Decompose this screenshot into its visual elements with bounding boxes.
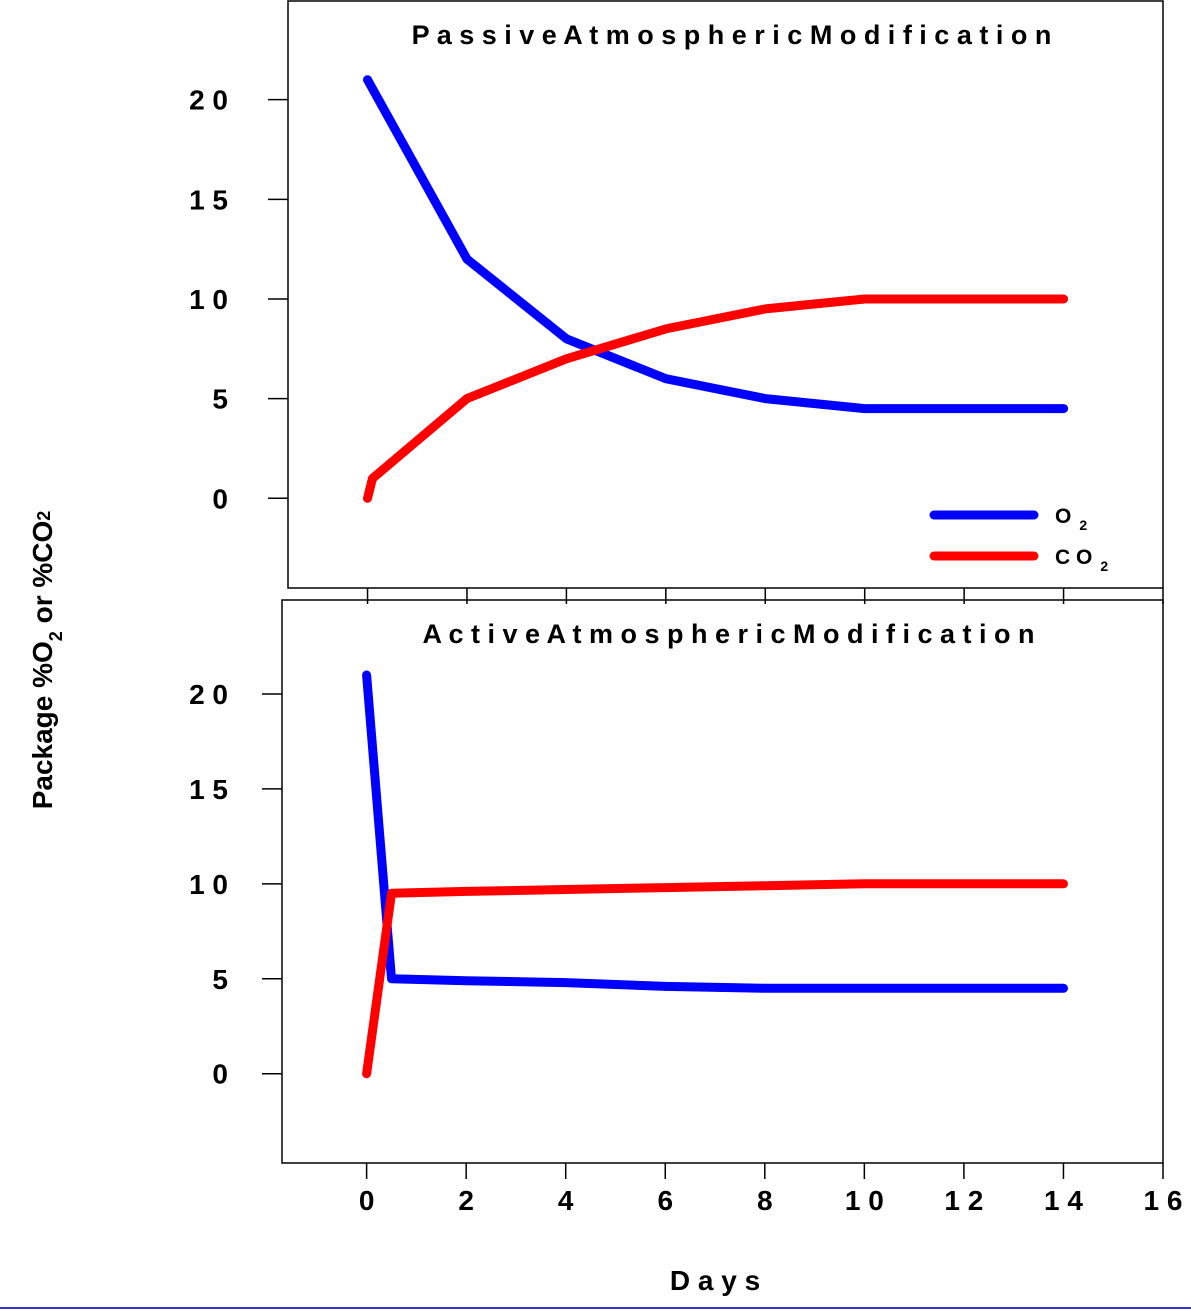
y-tick-label: 2 0 <box>189 679 228 710</box>
series-line-co2 <box>363 294 1069 503</box>
y-tick-label: 1 0 <box>189 869 228 900</box>
y-axis-label-mid: or %CO <box>27 521 58 631</box>
legend-label-base: O <box>1055 505 1071 528</box>
legend-label-sub: 2 <box>1079 517 1087 533</box>
y-tick-label: 0 <box>212 483 228 514</box>
legend-label: C O 2 <box>1055 546 1108 574</box>
y-axis-label: Package %O2 or %CO2 <box>27 511 66 810</box>
chart-title: P a s s i v e A t m o s p h e r i c M o … <box>412 20 1052 50</box>
y-tick-label: 1 5 <box>189 184 228 215</box>
y-tick-label: 1 5 <box>189 774 228 805</box>
series-line-o2 <box>362 670 1068 993</box>
panel-active: A c t i v e A t m o s p h e r i c M o d … <box>189 599 1183 1216</box>
x-tick-label: 1 4 <box>1044 1185 1083 1216</box>
x-tick-label: 1 0 <box>845 1185 884 1216</box>
plot-frame <box>281 599 1164 1164</box>
y-tick-label: 0 <box>212 1059 228 1090</box>
legend-label-sub: 2 <box>1100 558 1108 574</box>
x-axis-label: D a y s <box>670 1265 760 1296</box>
chart-title: A c t i v e A t m o s p h e r i c M o d … <box>422 619 1034 649</box>
y-tick-label: 1 0 <box>189 284 228 315</box>
y-axis-label-sub2: 2 <box>34 511 54 521</box>
legend-label-base: C O <box>1055 546 1092 569</box>
series-line-o2 <box>363 75 1069 414</box>
y-tick-label: 2 0 <box>189 85 228 116</box>
plot-frame <box>287 0 1164 589</box>
y-axis-label-sub1: 2 <box>46 631 66 641</box>
panel-passive: P a s s i v e A t m o s p h e r i c M o … <box>189 0 1164 604</box>
series-line-co2 <box>362 879 1068 1079</box>
x-tick-label: 8 <box>757 1185 773 1216</box>
x-tick-label: 4 <box>558 1185 574 1216</box>
x-tick-label: 2 <box>458 1185 474 1216</box>
y-tick-label: 5 <box>212 384 228 415</box>
y-axis-label-main: Package %O <box>27 641 58 809</box>
x-tick-label: 1 6 <box>1144 1185 1183 1216</box>
x-tick-label: 0 <box>359 1185 375 1216</box>
x-tick-label: 6 <box>657 1185 673 1216</box>
y-tick-label: 5 <box>212 964 228 995</box>
x-tick-label: 1 2 <box>944 1185 983 1216</box>
